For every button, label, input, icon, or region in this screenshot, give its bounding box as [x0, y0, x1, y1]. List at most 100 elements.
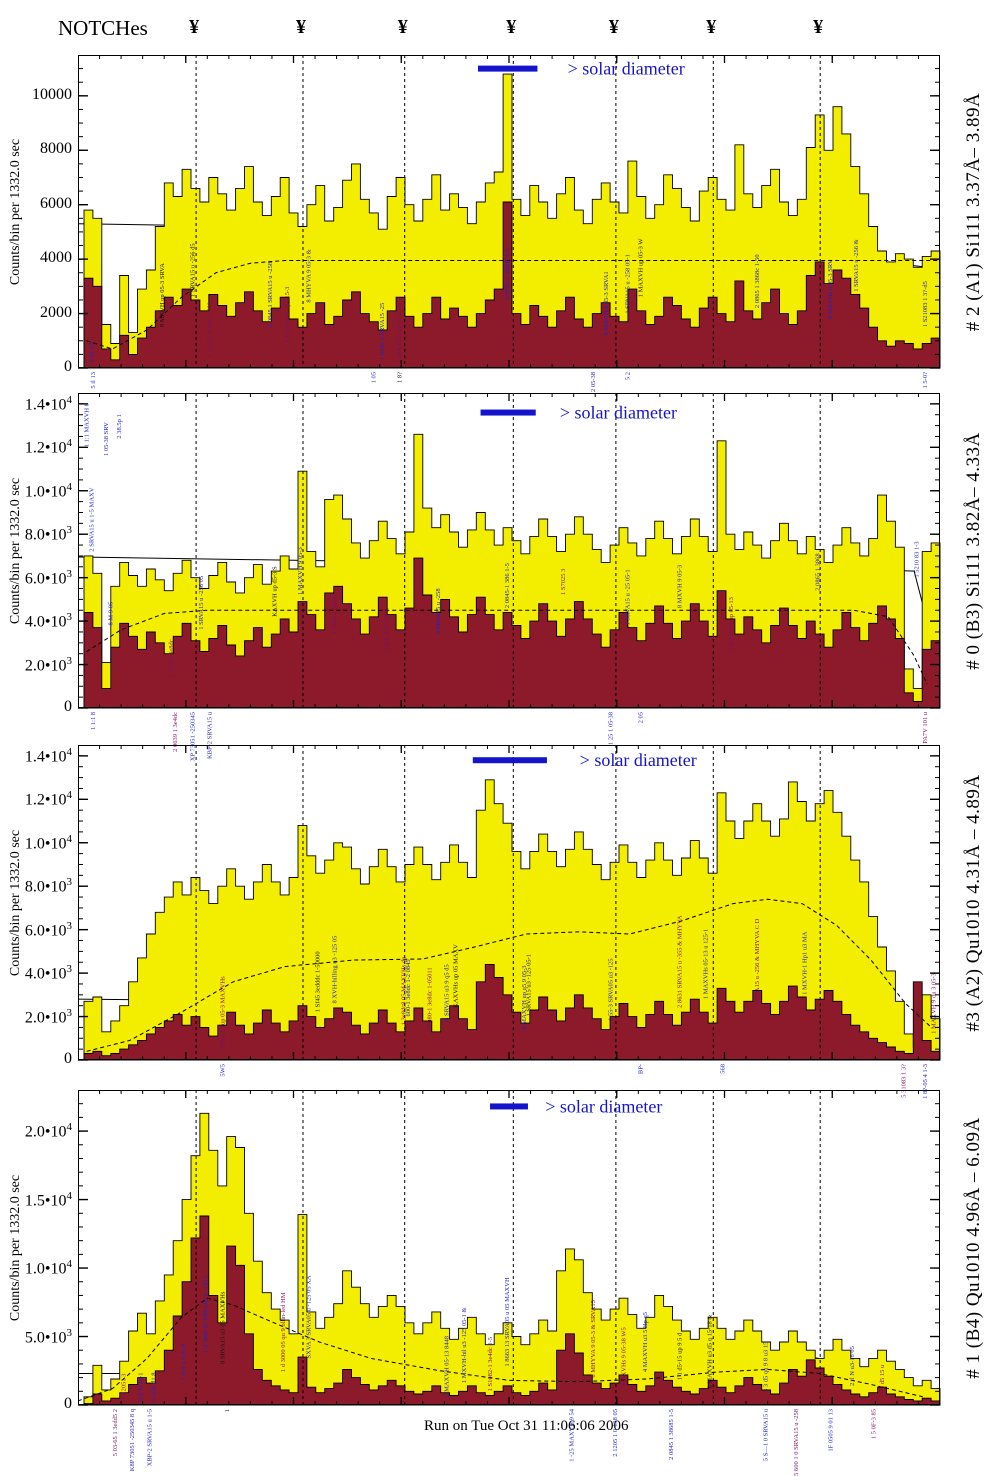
event-annotation: 1 MAXVH up 05-3 W: [638, 238, 645, 298]
solar-diameter-bar: [472, 757, 547, 764]
event-annotation: n -250 d1 8: [151, 1372, 158, 1402]
event-annotation: 1 d 3000 05 SRVA05 u -125 1: [202, 1275, 209, 1353]
y-tick-label: 0: [64, 1050, 72, 1067]
event-annotation: 1 12051 3: [120, 1374, 127, 1400]
y-tick-label: 6.0•103: [24, 567, 72, 587]
event-annotation: 1 SRVA15 u -256 d5: [189, 243, 196, 297]
below-axis-annotation: KBP-2 SRVA15 u: [207, 711, 214, 759]
event-annotation: 1 MAXVH up 05-13: [728, 597, 735, 651]
y-tick-label: 1.4•104: [24, 745, 72, 766]
event-annotation: 1 0845 1 38686: [332, 593, 339, 634]
below-axis-annotation: 568: [720, 1064, 727, 1074]
event-annotation: 1 3e8dc8 05 MAXVHs dn: [401, 956, 408, 1025]
notch-marker: ¥: [189, 16, 200, 38]
below-axis-annotation: 1 5 0F-3 85: [870, 1409, 877, 1439]
event-annotation: 2 SRVA15 u 1-5 MAXV: [89, 487, 96, 551]
y-tick-label: 2.0•103: [24, 1006, 72, 1026]
y-tick-label: 8.0•103: [24, 876, 72, 896]
event-annotation: 8 MHYVA 9 05-3 &: [306, 249, 313, 302]
panel-1-plot: 5 01 u3 8 MXVH up 05-3 SRVA 1 SRVA15 u -25…: [77, 55, 941, 392]
background-dashed-curve: [86, 898, 932, 1052]
event-annotation: 2 0845-1 38686 1-5: [504, 248, 511, 299]
notch-marker: ¥: [506, 16, 517, 38]
below-axis-annotation: 5 il 13: [90, 372, 97, 389]
event-annotation: 1 SRVA15 u -256 05: [198, 576, 205, 630]
event-annotation: KAXVHs up 05 MAXV: [452, 944, 459, 1008]
event-annotation: 1 MX 9 d5-38 W: [383, 606, 390, 652]
y-tick-label: 2.0•104: [24, 1121, 72, 1141]
below-axis-annotation: K8P 73051 -250345 8 q: [129, 1408, 136, 1471]
y-tick-label: 1.0•104: [24, 832, 72, 853]
event-annotation: 2 0865 1 3868c 1-50: [754, 254, 761, 308]
y-tick-label: 6000: [40, 194, 72, 212]
event-annotation: 1 S21083 1 3?-d5: [922, 281, 929, 327]
maroon-histogram: [83, 557, 941, 709]
y-tick-label: 8000: [40, 140, 72, 158]
channel-label: #3 (A2) Qu1010 4.31Å – 4.89Å: [963, 773, 984, 1032]
below-axis-annotation: 2 0845 1 38685 1-5: [668, 1409, 675, 1460]
event-annotation: 8 XVH-hilling u3 -125 05: [332, 936, 339, 1004]
event-annotation: 5 01 u3: [89, 343, 96, 363]
y-tick-label: 4.0•103: [24, 611, 72, 631]
solar-diameter-label: > solar diameter: [580, 750, 697, 770]
event-annotation: 1 12051 3e8dc: [168, 639, 175, 677]
run-timestamp: Run on Tue Oct 31 11:06:06 2006: [424, 1418, 629, 1434]
event-annotation: SRVA15 up 05-3 MAXVHs: [220, 976, 227, 1049]
event-annotation: 8 M 9 05: [107, 602, 114, 626]
event-annotation: 1 d 3000 05 qu 9 ollin-led HM: [280, 1292, 287, 1372]
event-annotation: 2 0845 1 SRVA15 u -258: [267, 262, 274, 327]
event-annotation: 8 SRVA15 u -258: [435, 588, 442, 634]
y-tick-label: 1.0•104: [24, 1258, 72, 1278]
y-axis-title: Counts/bin per 1332.0 sec: [8, 477, 23, 624]
solar-diameter-bar: [477, 65, 538, 72]
below-axis-annotation: 5 600 1 0 SRVA15 u -258: [793, 1409, 800, 1476]
event-annotation: 1 05-38 SRV: [103, 422, 110, 456]
y-tick-label: 1.2•104: [24, 437, 72, 457]
y-tick-label: 1.4•104: [24, 393, 72, 414]
y-tick-label: 1.0•104: [24, 480, 72, 501]
event-annotation: 1 5210 83 1-3: [913, 541, 920, 577]
notch-marker: ¥: [813, 16, 824, 38]
solar-diameter-label: > solar diameter: [560, 403, 677, 423]
y-tick-label: 5.0•103: [24, 1326, 72, 1346]
event-annotation: 1 SRVA15 u -256 &: [853, 239, 860, 291]
event-annotation: 8 SRVA15 u3 d5 MAXVHs: [220, 1291, 227, 1364]
below-axis-annotation: 1 -25 MAXVH 9 54: [569, 1408, 576, 1461]
y-axis-title: Counts/bin per 1332.0 sec: [8, 1174, 23, 1321]
background-dashed-curve: [77, 1297, 923, 1402]
notch-marker: ¥: [608, 16, 619, 38]
event-annotation: 1 MAXVHs up 015-3: [284, 287, 291, 344]
solar-diameter-label: > solar diameter: [545, 1096, 662, 1116]
below-axis-annotation: 1 25 1 05-38: [607, 712, 614, 745]
panel-border: [78, 1090, 940, 1405]
yellow-histogram: [83, 1112, 941, 1406]
y-tick-label: 4000: [40, 249, 72, 267]
event-annotation: 1 MXVH-hil u3 -125 05-1 &: [461, 1307, 468, 1383]
event-annotation: 1 MXVH-1 Hp1 u3 MA: [801, 931, 808, 995]
solar-diameter-label: > solar diameter: [568, 59, 685, 79]
below-axis-annotation: 2 05-38: [590, 372, 597, 392]
event-annotation: 1 MAXVHs 05-13 u 125-1: [702, 929, 709, 999]
event-annotation: 8 MXVHs 9 05-3 SRV: [827, 259, 834, 319]
event-annotation: s 3 d5 qu 9 8 u3 15: [763, 1342, 770, 1392]
below-axis-annotation: 5 03-65 1 3edd5 2: [112, 1409, 119, 1456]
event-annotation: 8 MXVH 9 05-3: [676, 565, 683, 608]
event-annotation: 1 MAXVH 9 05-3: [297, 547, 304, 595]
event-annotation: 4 MAXVH u3 5 Hp q5: [642, 1312, 649, 1372]
below-axis-annotation: 1F 0505 9 01 13: [827, 1409, 834, 1452]
below-axis-annotation: 5W5: [220, 1064, 227, 1077]
event-annotation: 1 SRVA15 u -258 05-1: [625, 254, 632, 313]
event-annotation: 1 S7025 3: [560, 569, 567, 595]
maroon-histogram: [83, 1215, 941, 1406]
event-annotation: 1 8663 13 SRVA05 u 05 MAXVH: [504, 1277, 511, 1367]
below-axis-annotation: XP 73051 -250345: [189, 712, 196, 761]
maroon-histogram: [83, 201, 941, 369]
event-annotation: 1 1 d5-15 up 9 5 d: [676, 1332, 683, 1380]
event-annotation: 1 0345 1 SRVA15 -25: [379, 303, 386, 360]
notch-marker: ¥: [706, 16, 717, 38]
channel-label: # 0 (B3) Si111 3.82Å– 4.33Å: [963, 431, 984, 670]
event-annotation: 2 0845-1 386 1-5: [504, 563, 511, 608]
below-axis-annotation: 2 05: [638, 712, 645, 723]
event-annotation: 8 MXVH up 05-3 SRVA: [159, 263, 166, 327]
event-annotation: 1 1:1 MAXVH 8: [83, 403, 90, 447]
